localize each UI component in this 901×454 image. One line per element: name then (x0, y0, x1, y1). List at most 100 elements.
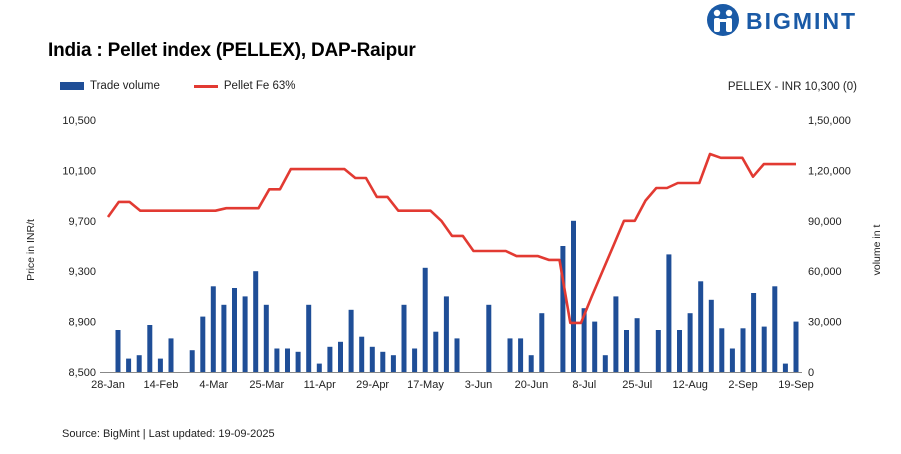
line-series (106, 152, 796, 325)
volume-bar (147, 325, 153, 372)
volume-bar (316, 363, 322, 372)
volume-bar (634, 318, 640, 372)
volume-bar (168, 338, 174, 372)
y-right-tick-label: 1,50,000 (808, 115, 851, 127)
bigmint-logo: BIGMINT (706, 2, 876, 38)
legend-swatch-line (193, 84, 218, 88)
y-axis-right: 0 30,000 60,000 90,000 1,20,000 1,50,000 (808, 115, 851, 379)
volume-bar (687, 313, 693, 372)
volume-bar (263, 304, 269, 372)
volume-bar (253, 271, 259, 372)
volume-bar (295, 351, 301, 372)
volume-bar (518, 338, 524, 372)
x-tick-label: 14-Feb (143, 379, 178, 391)
volume-bar (624, 330, 629, 372)
x-tick-label: 3-Jun (465, 379, 493, 391)
y-left-tick-label: 10,100 (62, 165, 96, 177)
volume-bar (338, 341, 343, 372)
volume-bar (306, 304, 312, 372)
x-tick-label: 28-Jan (91, 379, 125, 391)
volume-bar (454, 338, 460, 372)
volume-bar (708, 299, 714, 372)
volume-bar (507, 338, 513, 372)
volume-bar (412, 348, 418, 372)
y-right-tick-label: 60,000 (808, 266, 842, 278)
volume-bar (581, 308, 587, 372)
legend-swatch-bar (60, 82, 84, 90)
brand-name: BIGMINT (746, 8, 858, 34)
y-axis-left: 8,500 8,900 9,300 9,700 10,100 10,500 (62, 115, 96, 379)
x-axis: 28-Jan 14-Feb 4-Mar 25-Mar 11-Apr 29-Apr 17-Ma… (91, 372, 814, 391)
volume-bar (126, 358, 132, 372)
x-tick-label: 4-Mar (199, 379, 228, 391)
volume-bar (772, 286, 778, 372)
volume-bar (433, 331, 439, 372)
volume-bar (285, 348, 290, 372)
x-tick-label: 29-Apr (356, 379, 389, 391)
volume-bar (740, 328, 746, 372)
volume-bar (666, 254, 672, 372)
volume-bar (698, 281, 704, 372)
legend: Trade volume Pellet Fe 63% (60, 80, 296, 92)
y-left-tick-label: 8,900 (68, 317, 96, 329)
volume-bar (571, 220, 576, 372)
y-right-tick-label: 1,20,000 (808, 165, 851, 177)
x-tick-label: 19-Sep (778, 379, 813, 391)
y-left-tick-label: 9,300 (68, 266, 96, 278)
volume-bar (136, 355, 142, 372)
x-tick-label: 20-Jun (515, 379, 549, 391)
x-tick-label: 8-Jul (572, 379, 596, 391)
volume-bar (613, 296, 619, 372)
source-note: Source: BigMint | Last updated: 19-09-20… (62, 428, 275, 440)
volume-bar (200, 316, 206, 372)
volume-bar (761, 326, 767, 372)
pellex-note: PELLEX - INR 10,300 (0) (727, 81, 857, 93)
y-axis-right-title: volume in t (871, 225, 883, 276)
legend-label-volume: Trade volume (90, 80, 160, 92)
x-tick-label: 25-Jul (622, 379, 652, 391)
volume-bar (443, 296, 449, 372)
volume-bar (157, 358, 163, 372)
volume-bar (390, 355, 396, 372)
volume-bar (486, 304, 492, 372)
bar-series (115, 220, 799, 372)
bigmint-logo-icon (707, 4, 739, 36)
volume-bar (729, 348, 735, 372)
volume-bar (539, 313, 545, 372)
volume-bar (274, 348, 280, 372)
x-tick-label: 2-Sep (728, 379, 757, 391)
legend-label-price: Pellet Fe 63% (223, 80, 296, 92)
volume-bar (115, 330, 121, 372)
y-left-tick-label: 8,500 (68, 367, 96, 379)
volume-bar (719, 328, 725, 372)
volume-bar (401, 304, 407, 372)
volume-bar (189, 350, 195, 372)
volume-bar (422, 267, 428, 372)
volume-bar (232, 288, 237, 372)
volume-bar (782, 363, 788, 372)
x-tick-label: 17-May (407, 379, 444, 391)
volume-bar (560, 246, 566, 372)
volume-bar (359, 336, 365, 372)
x-tick-label: 11-Apr (304, 379, 337, 391)
volume-bar (380, 351, 386, 372)
y-right-tick-label: 0 (808, 367, 814, 379)
x-tick-label: 25-Mar (249, 379, 284, 391)
volume-bar (221, 304, 227, 372)
chart-title: India : Pellet index (PELLEX), DAP-Raipu… (48, 40, 416, 61)
volume-bar (751, 293, 757, 372)
volume-bar (369, 346, 375, 372)
volume-bar (528, 355, 534, 372)
price-line (106, 152, 796, 325)
volume-bar (210, 286, 216, 372)
volume-bar (793, 321, 799, 372)
y-left-tick-label: 9,700 (68, 216, 96, 228)
y-axis-left-title: Price in INR/t (25, 219, 37, 281)
volume-bar (677, 330, 682, 372)
y-right-tick-label: 30,000 (808, 317, 842, 329)
volume-bar (327, 346, 333, 372)
y-right-tick-label: 90,000 (808, 216, 842, 228)
volume-bar (348, 309, 354, 372)
volume-bar (592, 321, 598, 372)
